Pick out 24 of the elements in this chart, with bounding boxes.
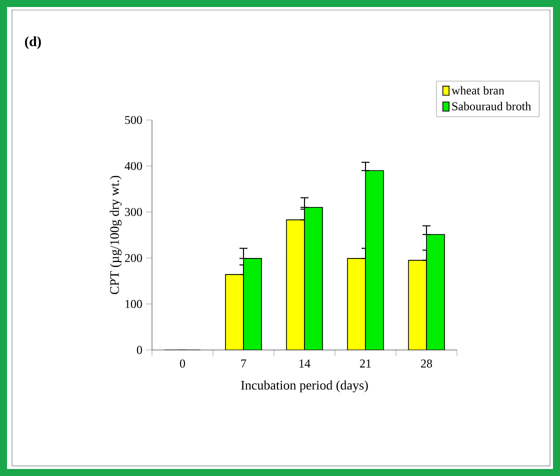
y-tick-label: 200 [125,254,142,262]
x-tick-label: 0 [180,360,186,368]
legend-label: wheat bran [452,86,504,95]
y-tick-label: 500 [125,116,142,124]
y-tick-label: 0 [136,346,142,354]
x-tick-label: 7 [241,360,246,368]
y-tick-label: 100 [126,300,142,308]
legend-label: Sabouraud broth [452,102,531,110]
bar [243,258,262,350]
x-axis-title: Incubation period (days) [241,380,368,392]
x-tick-label: 21 [360,360,371,368]
bar [225,274,244,350]
bar [304,206,323,350]
bar [408,260,427,350]
x-tick-label: 28 [421,360,432,368]
bar [365,170,384,350]
y-tick-label: 300 [125,208,142,216]
text: (d) [25,36,41,50]
x-tick-label: 14 [300,360,310,368]
bar [286,219,305,350]
y-axis-title: CPT (µg/100g dry wt.) [110,176,122,294]
bar [426,234,445,350]
bar [347,258,366,350]
y-tick-label: 400 [124,162,142,170]
